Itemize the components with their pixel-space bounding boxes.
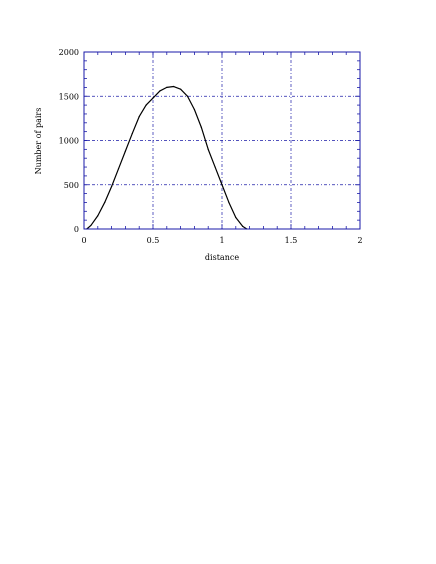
data-point (131, 132, 133, 135)
data-point (186, 95, 189, 97)
data-point (173, 85, 175, 88)
data-point (117, 168, 120, 170)
data-point (159, 90, 161, 92)
y-tick-label: 0 (74, 225, 79, 234)
data-point (124, 150, 126, 152)
y-tick-label: 1000 (59, 137, 79, 146)
y-tick-label: 2000 (59, 48, 79, 57)
series-line (86, 85, 248, 230)
data-point (152, 97, 154, 99)
tick-labels: 0 0.5 1 1.5 2 0 500 1000 1500 2000 (59, 48, 363, 245)
data-point (145, 104, 147, 106)
x-tick-label: 0.5 (147, 236, 160, 245)
data-point (242, 225, 244, 227)
data-point (221, 184, 223, 186)
data-point (138, 116, 140, 118)
x-tick-label: 1.5 (285, 236, 298, 245)
x-axis-label: distance (205, 253, 239, 262)
data-point (97, 215, 99, 217)
data-point (111, 185, 113, 188)
ticks (83, 51, 361, 230)
data-point (207, 148, 209, 150)
y-axis-label: Number of pairs (34, 108, 43, 175)
data-point (90, 224, 92, 227)
y-tick-label: 1500 (59, 92, 79, 101)
data-point (193, 108, 195, 111)
data-point (214, 166, 216, 168)
x-tick-label: 2 (357, 236, 362, 245)
x-tick-label: 1 (219, 236, 224, 245)
grid-lines (84, 52, 360, 229)
x-tick-label: 0 (81, 236, 86, 245)
data-point (235, 216, 237, 219)
data-point (166, 86, 168, 88)
data-point (228, 201, 230, 204)
data-point (180, 88, 182, 90)
series-layer (86, 85, 248, 230)
y-tick-label: 500 (64, 181, 79, 190)
data-point (200, 126, 202, 128)
data-point (104, 201, 106, 204)
